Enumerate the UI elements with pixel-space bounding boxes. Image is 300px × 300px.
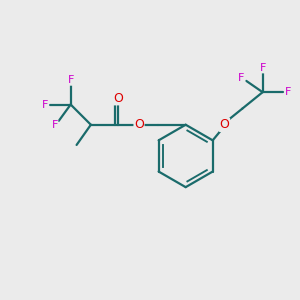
Text: F: F: [260, 63, 266, 73]
Text: O: O: [220, 118, 230, 131]
Text: F: F: [238, 73, 245, 83]
Text: F: F: [51, 120, 58, 130]
Text: F: F: [68, 75, 74, 85]
Text: F: F: [42, 100, 49, 110]
Text: F: F: [285, 87, 291, 97]
Text: O: O: [113, 92, 123, 105]
Text: O: O: [134, 118, 144, 131]
